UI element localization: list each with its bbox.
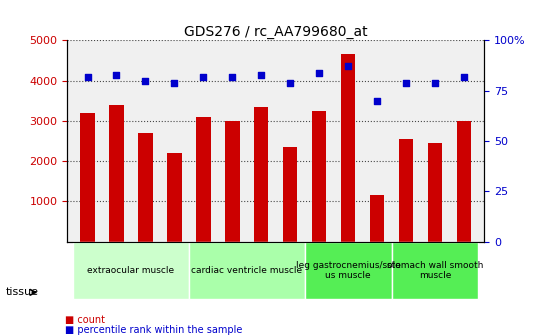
- FancyBboxPatch shape: [73, 242, 189, 299]
- Bar: [399, 139, 413, 242]
- Point: [431, 80, 440, 85]
- Text: cardiac ventricle muscle: cardiac ventricle muscle: [191, 266, 302, 275]
- Bar: [254, 107, 268, 242]
- Bar: [196, 117, 210, 242]
- Text: leg gastrocnemius/sole
us muscle: leg gastrocnemius/sole us muscle: [296, 261, 401, 280]
- Point: [112, 72, 121, 77]
- Text: stomach wall smooth
muscle: stomach wall smooth muscle: [387, 261, 483, 280]
- Point: [83, 74, 92, 79]
- FancyBboxPatch shape: [189, 242, 305, 299]
- Point: [228, 74, 237, 79]
- Point: [402, 80, 410, 85]
- Point: [344, 64, 352, 69]
- Bar: [283, 147, 298, 242]
- FancyBboxPatch shape: [305, 242, 392, 299]
- Bar: [138, 133, 153, 242]
- Bar: [312, 111, 327, 242]
- FancyBboxPatch shape: [392, 242, 478, 299]
- Point: [141, 78, 150, 83]
- Bar: [109, 105, 124, 242]
- Point: [373, 98, 381, 103]
- Point: [315, 70, 323, 75]
- Bar: [341, 54, 356, 242]
- Bar: [167, 153, 182, 242]
- Bar: [80, 113, 95, 242]
- Bar: [370, 195, 384, 242]
- Bar: [457, 121, 471, 242]
- Point: [286, 80, 294, 85]
- Text: extraocular muscle: extraocular muscle: [87, 266, 174, 275]
- Text: ■ count: ■ count: [65, 314, 104, 325]
- Point: [257, 72, 266, 77]
- Text: ■ percentile rank within the sample: ■ percentile rank within the sample: [65, 325, 242, 335]
- Text: tissue: tissue: [5, 287, 38, 297]
- Point: [459, 74, 468, 79]
- Point: [170, 80, 179, 85]
- Bar: [225, 121, 239, 242]
- Bar: [428, 143, 442, 242]
- Point: [199, 74, 208, 79]
- Title: GDS276 / rc_AA799680_at: GDS276 / rc_AA799680_at: [184, 25, 367, 39]
